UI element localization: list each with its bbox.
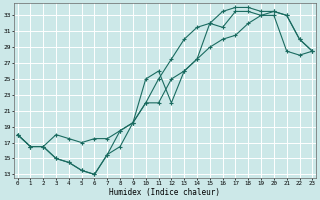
X-axis label: Humidex (Indice chaleur): Humidex (Indice chaleur) xyxy=(109,188,220,197)
